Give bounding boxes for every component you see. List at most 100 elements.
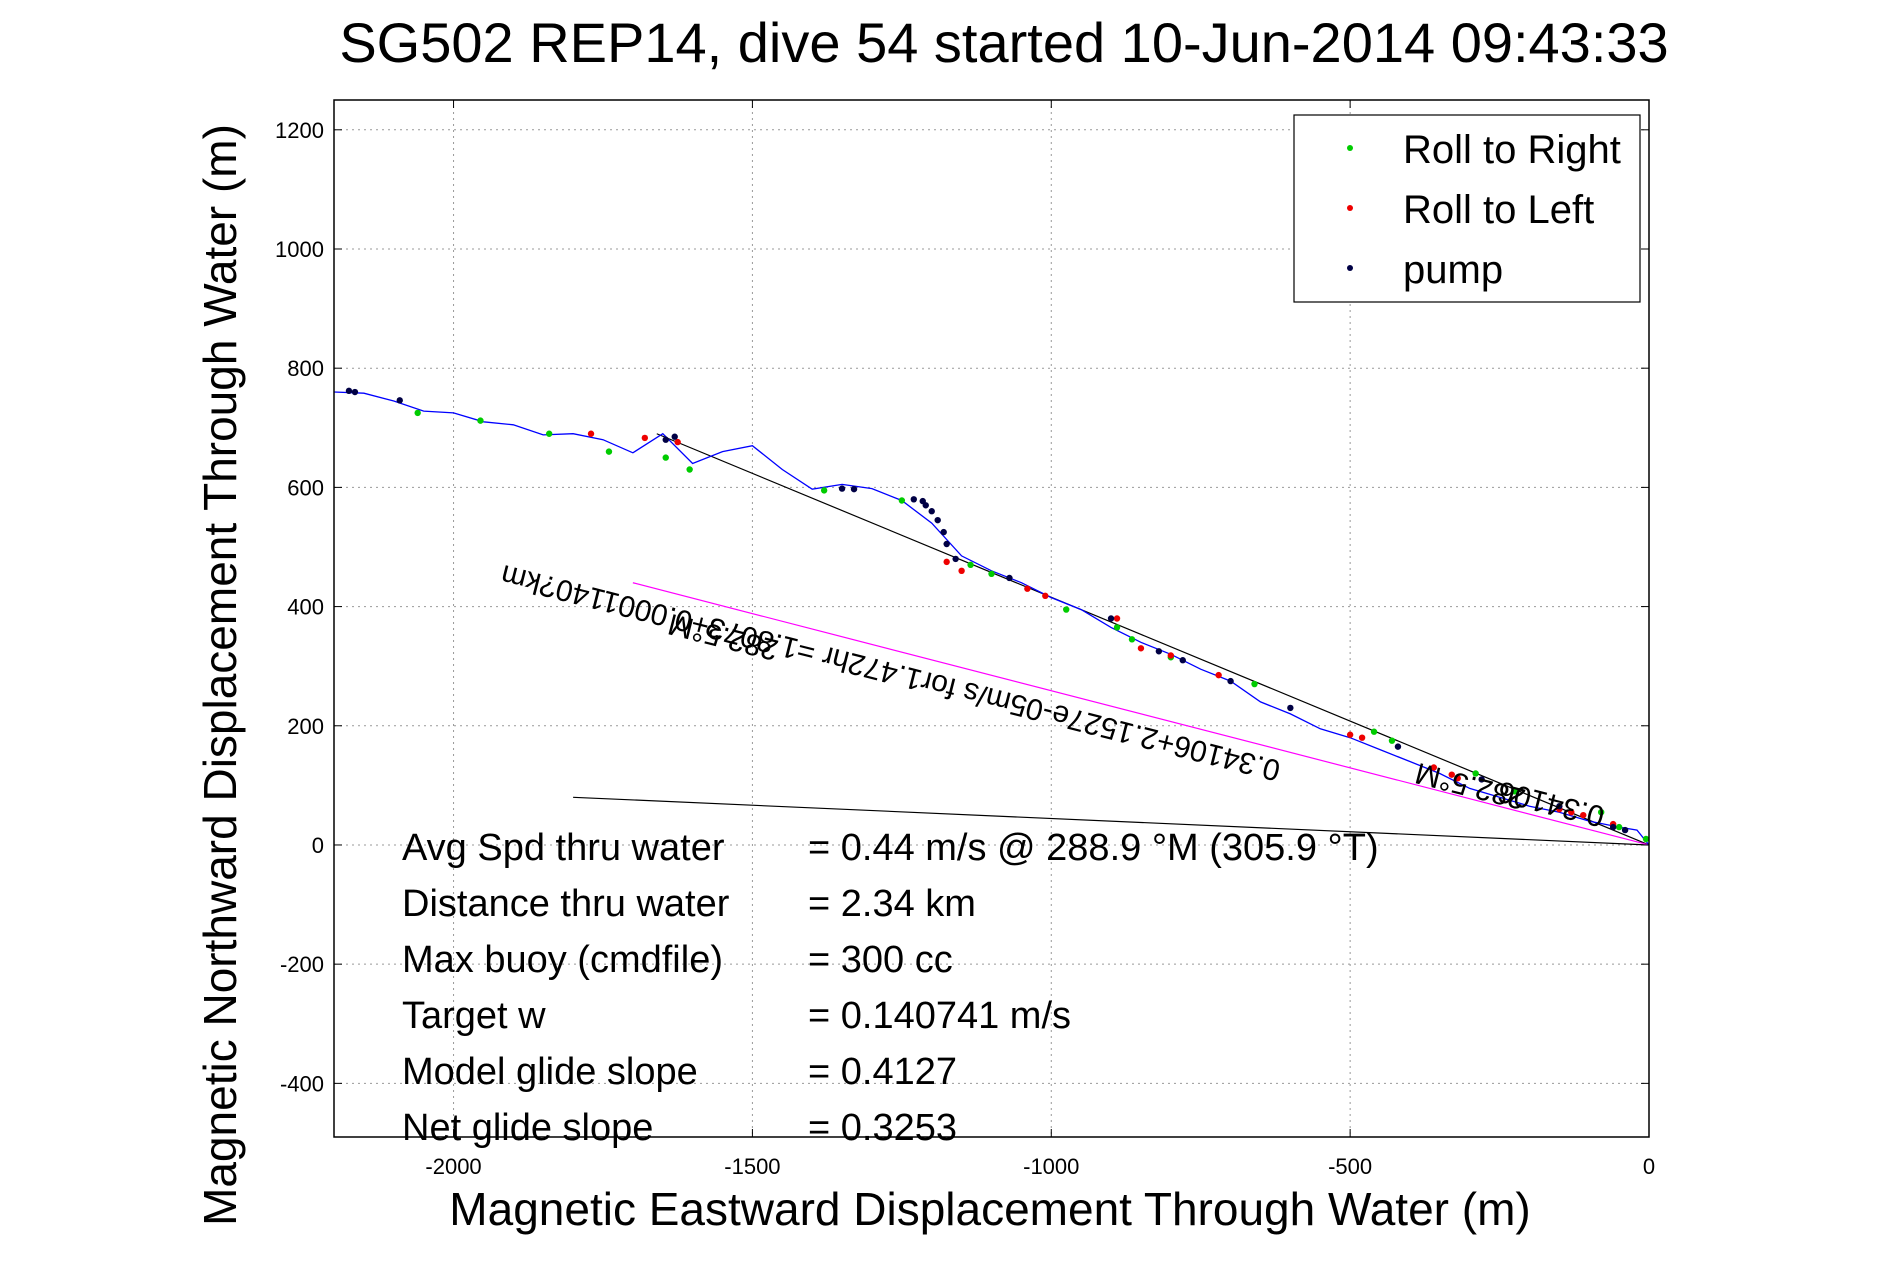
- legend-marker: [1347, 145, 1353, 151]
- roll-left-point: [1346, 731, 1354, 738]
- roll-left-point: [641, 434, 649, 442]
- roll-right-point: [1251, 680, 1258, 688]
- roll-right-point: [988, 570, 995, 578]
- roll-left-point: [1580, 811, 1587, 819]
- pump-point: [1556, 803, 1563, 810]
- chart-title: SG502 REP14, dive 54 started 10-Jun-2014…: [339, 11, 1668, 74]
- roll-left-point: [1024, 585, 1031, 592]
- y-tick-label: 0: [312, 833, 324, 858]
- roll-left-point: [1358, 734, 1366, 741]
- x-tick-label: -500: [1328, 1154, 1372, 1179]
- marker-layer: [345, 387, 1650, 843]
- roll-right-point: [605, 448, 613, 455]
- roll-right-point: [662, 454, 669, 461]
- stats-layer: Avg Spd thru water = 0.44 m/s @ 288.9 °M …: [402, 827, 1379, 1149]
- stat-label: Net glide slope: [402, 1107, 653, 1149]
- y-tick-label: 800: [287, 356, 324, 381]
- y-tick-label: -200: [280, 952, 324, 977]
- roll-left-point: [1448, 771, 1455, 778]
- x-tick-label: 0: [1643, 1154, 1655, 1179]
- pump-point: [1179, 657, 1186, 664]
- pump-point: [1107, 615, 1115, 622]
- roll-left-point: [943, 558, 950, 566]
- roll-right-point: [898, 497, 906, 504]
- stat-value: = 300 cc: [808, 939, 953, 981]
- pump-point: [671, 433, 678, 440]
- pump-point: [928, 508, 935, 515]
- x-tick-label: -2000: [425, 1154, 481, 1179]
- stat-value: = 0.3253: [808, 1107, 957, 1149]
- roll-left-point: [1167, 652, 1175, 659]
- roll-right-point: [1511, 788, 1518, 795]
- roll-left-point: [674, 438, 681, 446]
- legend: Roll to Right Roll to Left pump: [1293, 114, 1641, 303]
- rotated-annotation: 0.34106+2.1527e-05m/s for1.472hr =1.8073…: [497, 558, 1283, 787]
- roll-right-point: [414, 409, 421, 417]
- pump-point: [850, 485, 858, 493]
- tick-layer: -2000 -1500 -1000 -500 012001000800600400200…: [275, 100, 1655, 1179]
- roll-right-point: [967, 561, 974, 569]
- y-tick-label: -400: [280, 1071, 324, 1096]
- pump-point: [1155, 648, 1163, 655]
- pump-point: [952, 555, 959, 563]
- pump-point: [1394, 743, 1402, 750]
- reference-line-current: [632, 582, 1650, 846]
- stat-value: = 0.4127: [808, 1051, 957, 1093]
- x-axis-title: Magnetic Eastward Displacement Through W…: [449, 1183, 1530, 1235]
- pump-point: [943, 540, 950, 548]
- roll-right-point: [1113, 624, 1121, 631]
- pump-point: [922, 502, 929, 509]
- y-tick-label: 200: [287, 714, 324, 739]
- y-tick-label: 600: [287, 475, 324, 500]
- x-tick-label: -1000: [1023, 1154, 1079, 1179]
- roll-right-point: [1388, 737, 1396, 744]
- annotation-layer: 0.34106+2.1527e-05m/s for1.472hr =1.8073…: [497, 558, 1607, 833]
- pump-point: [1621, 826, 1629, 834]
- reference-lines-layer: [573, 433, 1650, 846]
- stat-label: Distance thru water: [402, 883, 730, 925]
- roll-left-point: [587, 430, 595, 437]
- pump-point: [940, 528, 947, 536]
- roll-right-point: [820, 487, 828, 494]
- pump-point: [1609, 823, 1617, 831]
- roll-right-point: [477, 417, 484, 424]
- legend-label: Roll to Right: [1403, 128, 1621, 172]
- legend-marker: [1347, 265, 1353, 271]
- pump-point: [1227, 677, 1234, 685]
- pump-point: [396, 397, 403, 404]
- roll-left-point: [1568, 808, 1575, 816]
- pump-point: [351, 388, 359, 396]
- roll-right-point: [1615, 823, 1623, 831]
- y-tick-label: 1200: [275, 118, 324, 143]
- stat-value: = 0.44 m/s @ 288.9 °M (305.9 °T): [808, 827, 1379, 869]
- pump-point: [1006, 574, 1013, 582]
- legend-marker: [1347, 205, 1353, 211]
- roll-right-point: [1370, 728, 1378, 735]
- pump-point: [662, 436, 669, 443]
- pump-point: [910, 496, 917, 503]
- roll-right-point: [1472, 770, 1479, 777]
- roll-left-point: [1430, 764, 1438, 771]
- track-line: [333, 391, 1650, 846]
- roll-right-point: [545, 430, 553, 437]
- reference-line-lower: [573, 796, 1650, 846]
- y-tick-label: 400: [287, 595, 324, 620]
- plot-frame: [333, 99, 1650, 1138]
- x-tick-label: -1500: [724, 1154, 780, 1179]
- legend-label: pump: [1403, 248, 1503, 292]
- roll-left-point: [958, 567, 965, 575]
- pump-point: [838, 485, 846, 492]
- roll-right-point: [1128, 636, 1136, 643]
- roll-right-point: [1642, 835, 1650, 843]
- roll-left-point: [1113, 615, 1121, 622]
- stat-value: = 0.140741 m/s: [808, 995, 1071, 1037]
- track-layer: [333, 391, 1650, 846]
- roll-right-point: [1063, 606, 1070, 613]
- roll-left-point: [1042, 592, 1049, 600]
- roll-right-point: [686, 466, 693, 473]
- roll-right-point: [1597, 808, 1605, 816]
- legend-label: Roll to Left: [1403, 188, 1594, 232]
- roll-left-point: [1454, 775, 1461, 782]
